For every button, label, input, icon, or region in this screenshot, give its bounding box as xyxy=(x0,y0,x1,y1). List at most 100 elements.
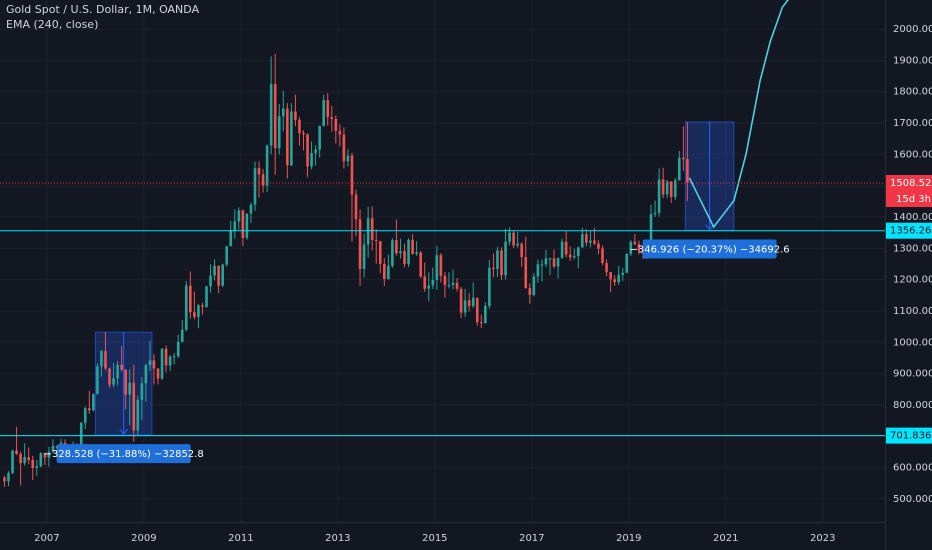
candle-body xyxy=(156,368,160,379)
candle-body xyxy=(269,83,273,146)
chart-title: Gold Spot / U.S. Dollar, 1M, OANDA xyxy=(6,3,200,16)
candle-body xyxy=(395,240,398,254)
candle-body xyxy=(249,204,253,214)
candle-body xyxy=(403,251,406,264)
candle-body xyxy=(197,305,200,317)
candle-body xyxy=(435,255,439,280)
candle-body xyxy=(334,118,338,131)
candle-body xyxy=(378,241,382,264)
candle-body xyxy=(496,250,499,269)
measure-label-box xyxy=(56,444,191,464)
candle-body xyxy=(524,257,528,289)
candle-body xyxy=(209,275,212,287)
candle-body xyxy=(467,300,471,307)
candle-body xyxy=(585,234,588,243)
candle-body xyxy=(576,247,580,257)
candle-body xyxy=(47,451,51,458)
candle-body xyxy=(79,422,83,445)
candle-body xyxy=(686,159,689,184)
candle-body xyxy=(673,180,677,197)
candle-body xyxy=(96,366,99,395)
candle-body xyxy=(653,212,657,215)
candle-body xyxy=(43,453,47,458)
candle-body xyxy=(625,253,629,273)
candle-body xyxy=(427,285,431,289)
candle-body xyxy=(455,282,459,289)
candle-body xyxy=(302,133,305,135)
candle-body xyxy=(318,125,321,150)
candle-body xyxy=(104,351,107,369)
candle-body xyxy=(544,258,548,265)
candle-body xyxy=(657,179,661,213)
candle-body xyxy=(3,477,6,482)
candle-body xyxy=(463,300,467,313)
candle-body xyxy=(241,210,245,238)
candle-body xyxy=(193,312,196,317)
candle-body xyxy=(346,155,350,162)
candle-body xyxy=(678,157,681,181)
candle-body xyxy=(374,239,378,242)
candle-body xyxy=(100,351,103,367)
candle-body xyxy=(83,408,87,423)
candle-body xyxy=(124,369,127,395)
measure-label-box xyxy=(642,239,777,259)
candle-body xyxy=(419,252,422,277)
candle-body xyxy=(152,360,156,369)
candle-body xyxy=(265,145,269,186)
candle-body xyxy=(669,181,673,197)
candle-body xyxy=(443,275,447,285)
x-tick-label: 2013 xyxy=(325,533,350,544)
y-tick-label: 500.000 xyxy=(893,494,932,505)
price-label-box xyxy=(886,427,932,444)
candle-body xyxy=(314,149,317,154)
candle-body xyxy=(601,248,604,264)
candle-body xyxy=(7,473,10,482)
candle-body xyxy=(116,364,119,379)
candle-body xyxy=(261,174,265,186)
candle-body xyxy=(540,264,544,266)
candle-body xyxy=(136,399,140,431)
candle-body xyxy=(257,168,261,175)
candle-body xyxy=(294,111,297,120)
x-tick-label: 2017 xyxy=(519,533,544,544)
candle-body xyxy=(581,234,584,248)
measure-label: −328.528 (−31.88%) −32852.8 xyxy=(44,449,204,460)
candle-body xyxy=(128,382,132,395)
x-tick-label: 2021 xyxy=(713,533,738,544)
y-tick-label: 1100.000 xyxy=(893,306,932,317)
price-label: 1508.527 xyxy=(890,178,932,189)
candle-body xyxy=(310,153,313,167)
candle-body xyxy=(617,274,620,283)
candle-body xyxy=(253,168,257,205)
candle-body xyxy=(682,157,685,160)
candle-body xyxy=(358,219,362,269)
candle-body xyxy=(431,279,435,286)
candle-body xyxy=(112,378,115,385)
candle-body xyxy=(168,356,172,366)
candle-body xyxy=(488,267,491,306)
price-label-box xyxy=(886,175,932,192)
candle-body xyxy=(411,239,414,254)
candle-body xyxy=(605,263,608,273)
candle-body xyxy=(27,457,30,460)
candle-body xyxy=(35,466,39,468)
candle-body xyxy=(548,258,552,260)
price-label: 1356.264 xyxy=(890,226,932,237)
candle-body xyxy=(447,284,451,286)
candle-body xyxy=(597,243,600,249)
plot-area xyxy=(0,0,885,487)
y-tick-label: 800.000 xyxy=(893,400,932,411)
candle-body xyxy=(225,246,229,265)
y-tick-label: 1700.000 xyxy=(893,118,932,129)
candle-body xyxy=(217,265,220,286)
candle-body xyxy=(245,213,249,238)
candle-body xyxy=(516,243,519,246)
countdown-box xyxy=(886,191,932,208)
candle-body xyxy=(322,100,325,126)
candle-body xyxy=(629,241,633,254)
candle-body xyxy=(536,264,540,277)
candle-body xyxy=(609,272,612,280)
measure-label: −346.926 (−20.37%) −34692.6 xyxy=(630,245,790,256)
candle-body xyxy=(350,155,354,195)
candle-body xyxy=(221,264,224,286)
